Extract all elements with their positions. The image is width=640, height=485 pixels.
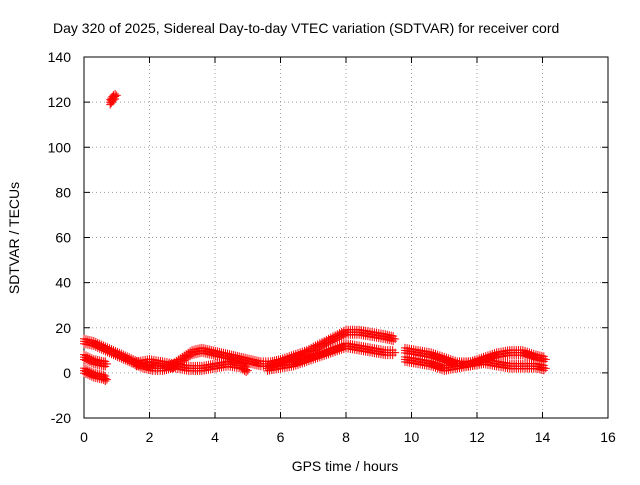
x-tick-label: 16: [600, 429, 616, 445]
data-point: [541, 364, 550, 373]
data-point: [102, 375, 111, 384]
series-track-h: [106, 89, 121, 109]
grid: [84, 57, 608, 418]
x-tick-label: 4: [211, 429, 219, 445]
x-tick-label: 10: [404, 429, 420, 445]
x-tick-label: 12: [469, 429, 485, 445]
data-point: [541, 355, 550, 364]
data-points: [80, 89, 550, 386]
data-point: [186, 352, 195, 361]
y-tick-label: 120: [48, 94, 72, 110]
data-point: [391, 335, 400, 344]
y-tick-label: 0: [63, 365, 71, 381]
series-track-d: [132, 355, 252, 376]
series-track-b: [80, 350, 111, 371]
ticks: 0 2 4 6 8 10 12 14 16 -20 0 20 40 60 80 100 120 140: [48, 49, 616, 445]
x-tick-label: 8: [342, 429, 350, 445]
data-point: [101, 377, 110, 386]
y-tick-label: 100: [48, 139, 72, 155]
y-tick-label: 80: [55, 184, 71, 200]
series-track-e: [263, 339, 400, 375]
data-point: [539, 366, 548, 375]
y-tick-label: 40: [55, 275, 71, 291]
series-track-c: [80, 364, 111, 386]
data-point: [242, 367, 251, 376]
y-tick-label: 20: [55, 320, 71, 336]
data-point: [112, 91, 121, 100]
chart-title: Day 320 of 2025, Sidereal Day-to-day VTE…: [53, 20, 559, 36]
data-point: [243, 366, 252, 375]
x-tick-label: 14: [535, 429, 551, 445]
data-point: [87, 372, 96, 381]
series-track-g: [400, 352, 550, 375]
data-point: [389, 337, 398, 346]
y-axis-title: SDTVAR / TECUs: [6, 182, 22, 294]
data-point: [111, 94, 120, 103]
y-tick-label: 140: [48, 49, 72, 65]
x-tick-label: 6: [277, 429, 285, 445]
data-point: [109, 96, 118, 105]
x-axis-title: GPS time / hours: [292, 458, 399, 474]
y-tick-label: 60: [55, 230, 71, 246]
data-point: [102, 359, 111, 368]
y-tick-label: -20: [51, 410, 71, 426]
x-tick-label: 0: [80, 429, 88, 445]
x-tick-label: 2: [146, 429, 154, 445]
data-point: [87, 359, 96, 368]
data-point: [391, 348, 400, 357]
